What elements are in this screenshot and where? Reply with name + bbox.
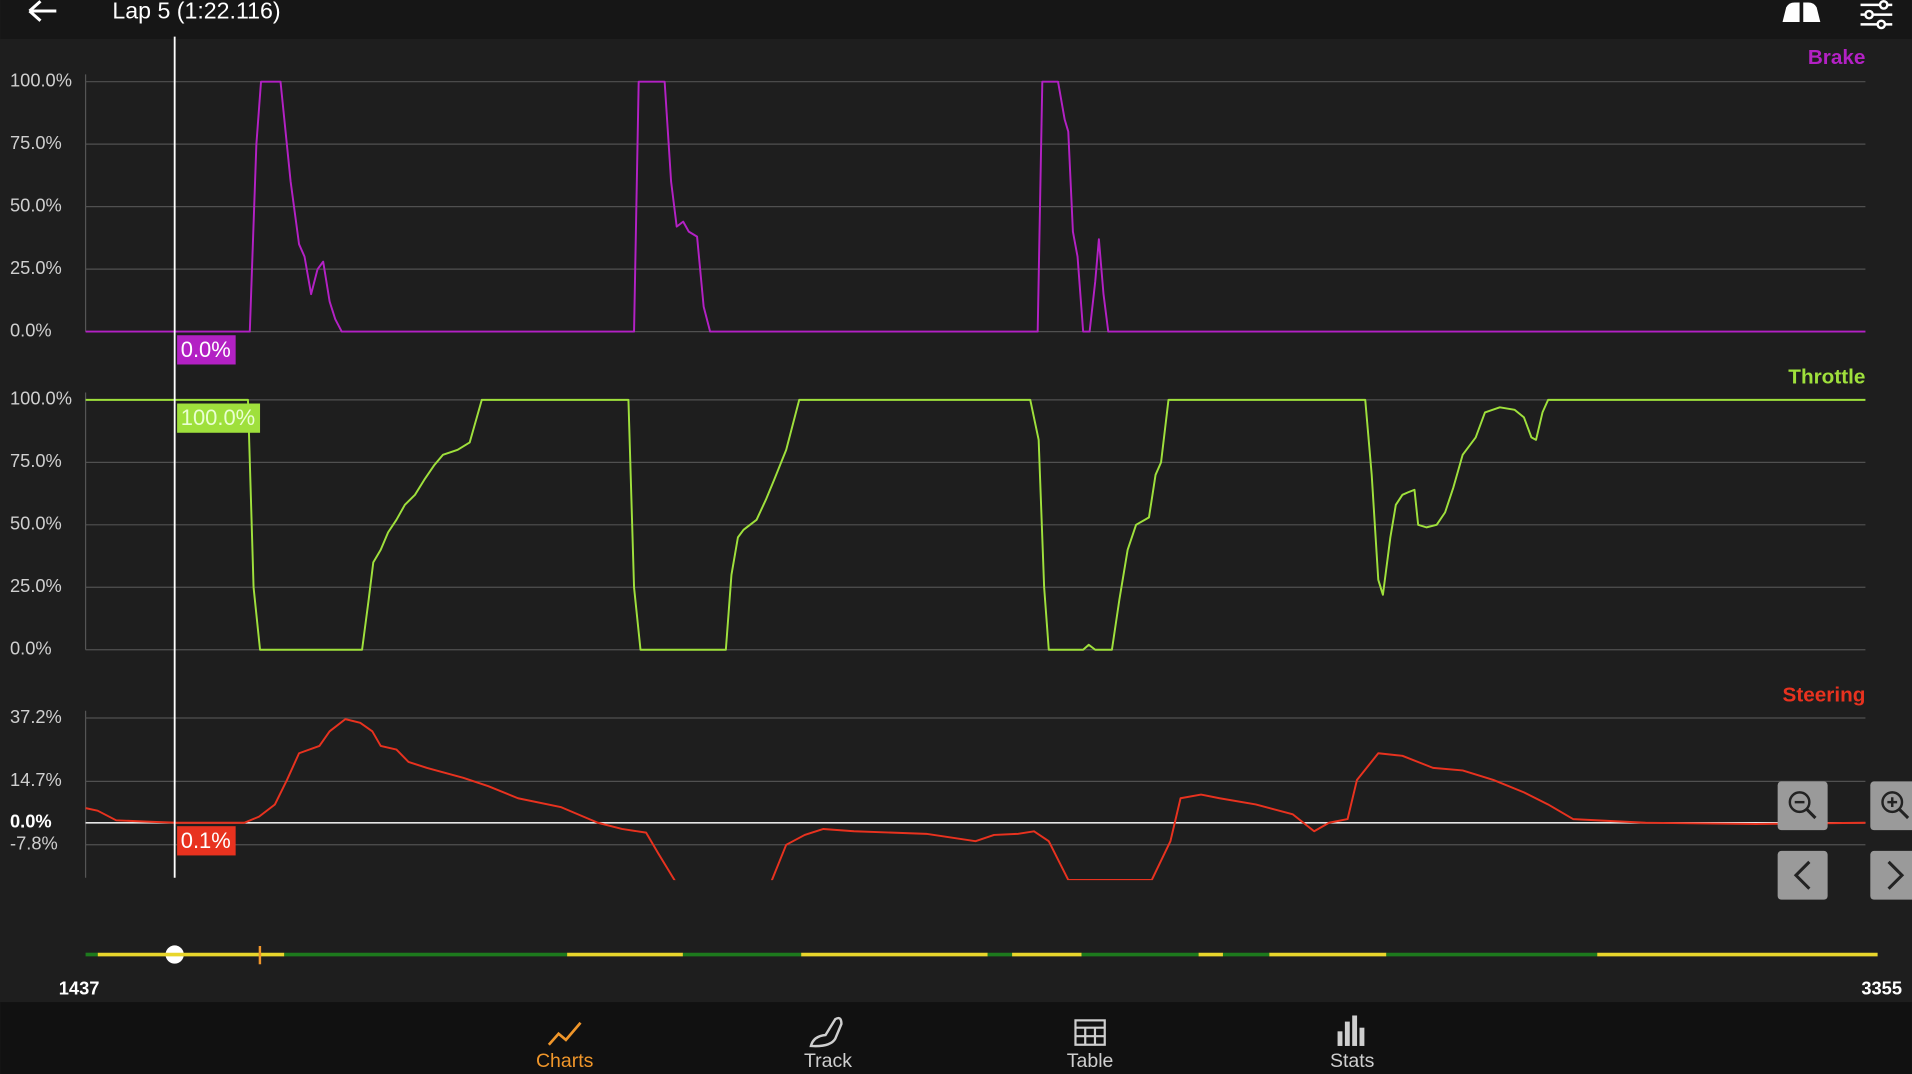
nav-icon [1337, 1015, 1365, 1046]
y-tick-label: 50.0% [10, 194, 62, 215]
nav-item[interactable]: Table [1067, 1019, 1114, 1072]
nav-icon [1074, 1019, 1106, 1046]
nav-items: Charts Track Table Stats [536, 1015, 1375, 1072]
y-tick-label: 0.0% [10, 638, 52, 659]
nav-item[interactable]: Stats [1330, 1015, 1375, 1072]
y-tick-label: 25.0% [10, 257, 62, 278]
cursor-value-label: 100.0% [181, 405, 255, 430]
data-line [85, 398, 1866, 651]
compare-button[interactable] [1782, 2, 1821, 22]
nav-icon [809, 1016, 843, 1048]
cursor-value-label: 0.1% [181, 828, 231, 853]
back-button[interactable] [28, 0, 57, 22]
chart-title: Steering [1783, 684, 1866, 707]
y-tick-label: 50.0% [10, 513, 62, 534]
zoom-out-button[interactable] [1777, 781, 1828, 831]
y-tick-label: -7.8% [10, 833, 58, 854]
cursor-value-box [177, 826, 236, 856]
cursor-value-box [177, 335, 236, 365]
nav-icon [547, 1021, 582, 1046]
y-tick-label: 0.0% [10, 811, 52, 832]
y-tick-label: 25.0% [10, 575, 62, 596]
y-tick-label: 14.7% [10, 769, 62, 790]
y-tick-label: 100.0% [10, 388, 72, 409]
lap-scrubber[interactable] [85, 945, 1878, 965]
scrubber-end: 3355 [1861, 978, 1902, 999]
nav-label: Track [804, 1050, 852, 1072]
settings-button[interactable] [1860, 0, 1893, 30]
y-tick-label: 0.0% [10, 319, 52, 340]
y-tick-label: 37.2% [10, 706, 62, 727]
y-tick-label: 100.0% [10, 70, 72, 91]
nav-item[interactable]: Charts [536, 1021, 594, 1072]
chart-title: Throttle [1788, 365, 1865, 388]
data-line [85, 80, 1866, 333]
bottom-nav [0, 1002, 1912, 1074]
cursor-value-box [177, 403, 261, 433]
chart-title: Brake [1808, 46, 1866, 69]
cursor-value-label: 0.0% [181, 337, 231, 362]
nav-label: Stats [1330, 1050, 1375, 1072]
y-tick-label: 75.0% [10, 450, 62, 471]
data-line [85, 718, 1866, 881]
nav-label: Charts [536, 1050, 594, 1072]
scroll-left-button[interactable] [1777, 850, 1828, 900]
zoom-in-button[interactable] [1870, 781, 1912, 831]
lap-title: Lap 5 (1:22.116) [112, 0, 280, 23]
scrubber-start: 1437 [59, 978, 100, 999]
scroll-right-button[interactable] [1870, 850, 1912, 900]
app-bar [0, 0, 1912, 40]
nav-label: Table [1067, 1050, 1114, 1072]
y-tick-label: 75.0% [10, 132, 62, 153]
nav-item[interactable]: Track [804, 1016, 852, 1072]
charts: 0.0% 25.0% 50.0% 75.0% 100.0% Brake 0.0% 25.0% 5… [10, 36, 1866, 964]
